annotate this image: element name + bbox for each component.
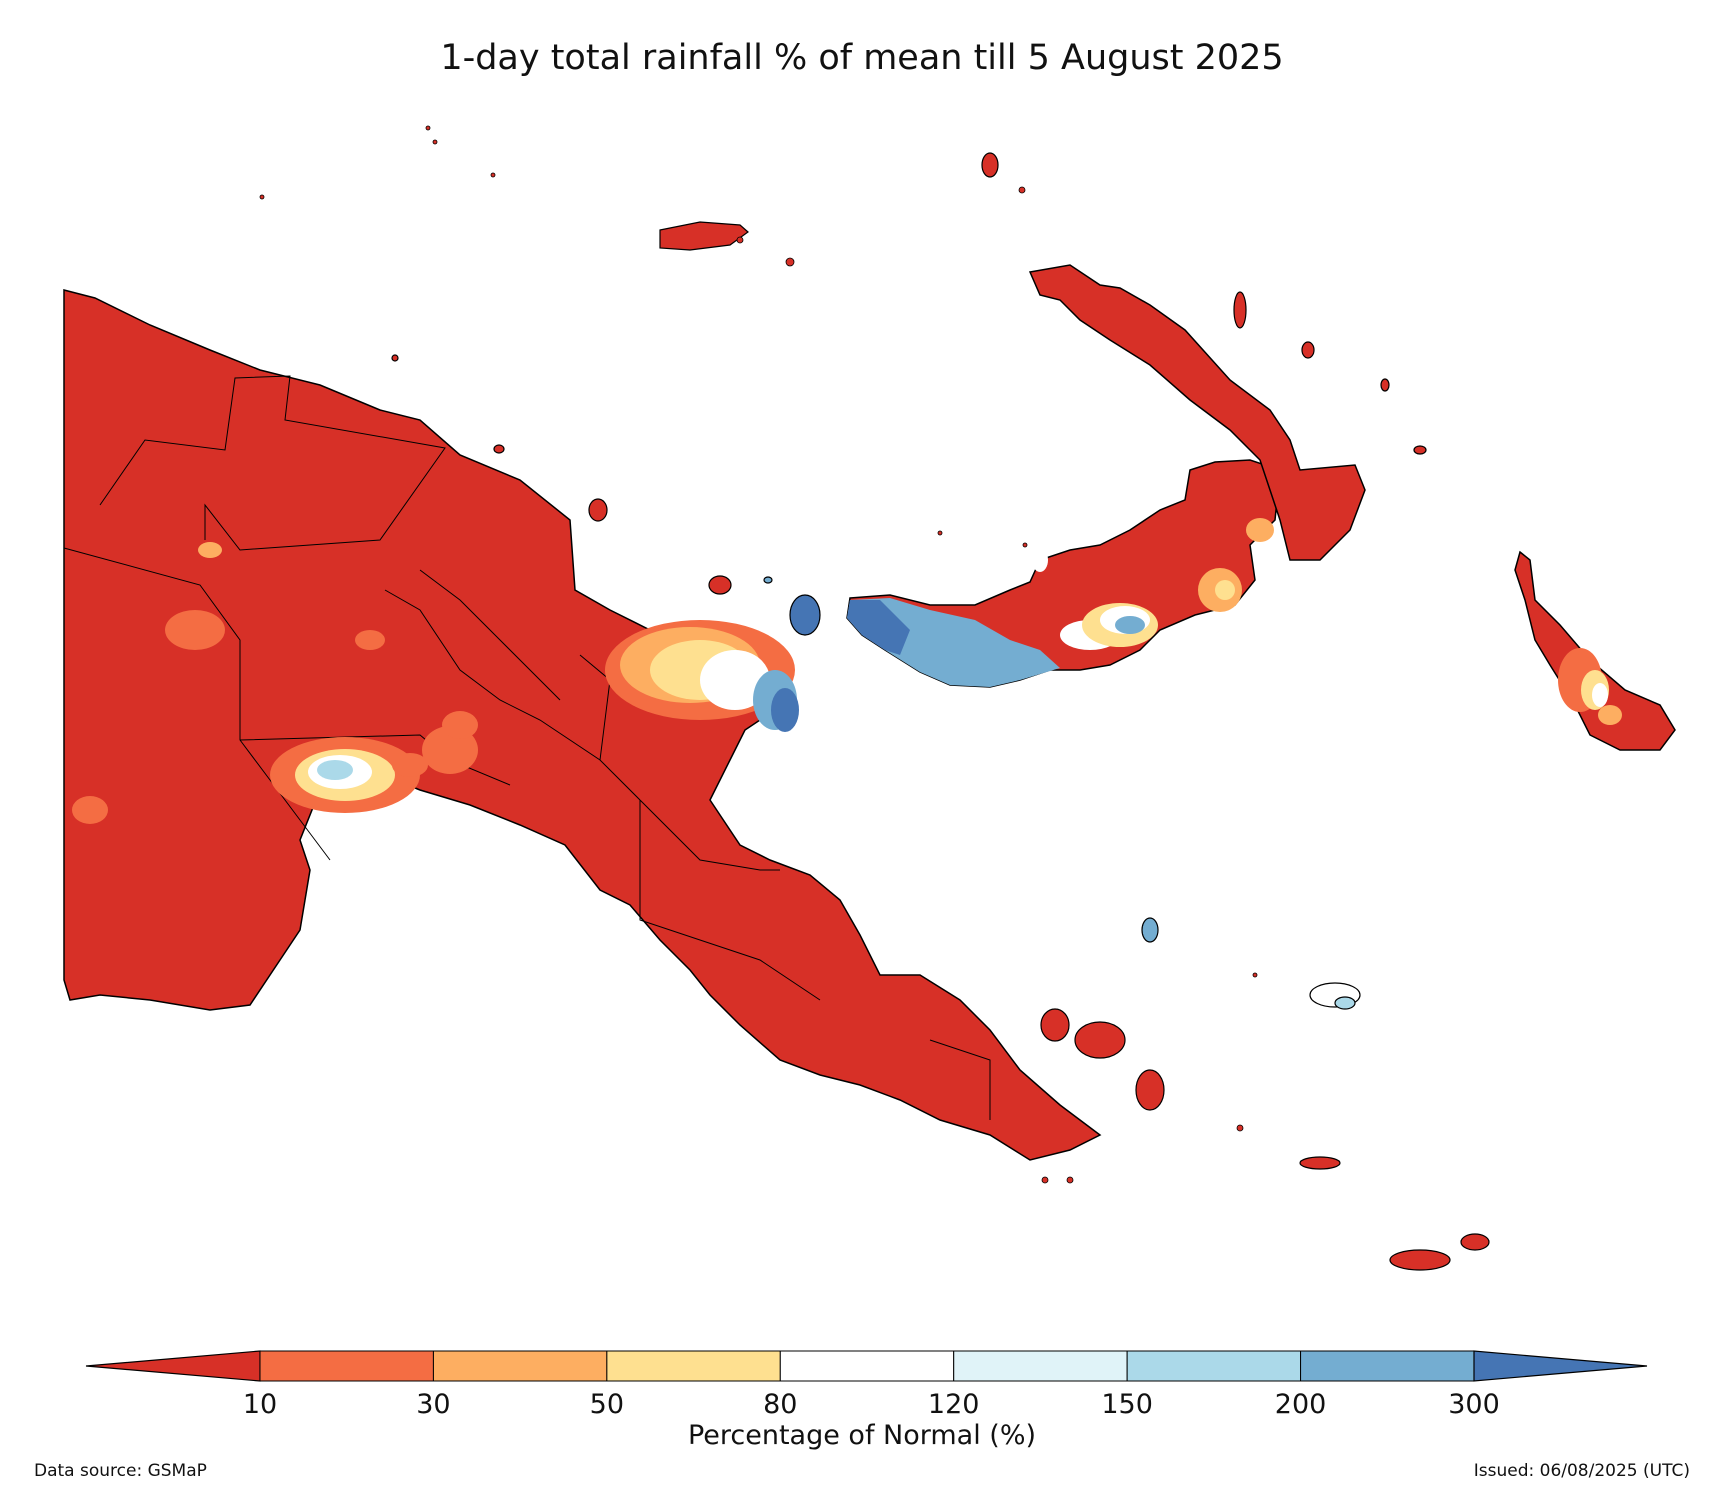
colorbar-segment-200-300: [1300, 1350, 1475, 1382]
bougainville-anomalies: [1558, 648, 1622, 725]
colorbar-extend-low: [85, 1350, 261, 1382]
mainland-anomalies: [72, 542, 799, 824]
colorbar-tick-label: 50: [589, 1389, 625, 1420]
colorbar-tick-label: 10: [242, 1389, 278, 1420]
colorbar-segment-150-200: [1126, 1350, 1302, 1382]
colorbar-tick-label: 80: [763, 1389, 798, 1420]
colorbar-segment-50-80: [606, 1350, 781, 1382]
colorbar-tick-label: 200: [1274, 1389, 1327, 1420]
map-title: 1-day total rainfall % of mean till 5 Au…: [440, 38, 1284, 78]
data-source-note: Data source: GSMaP: [34, 1461, 207, 1481]
province-boundaries: [63, 375, 991, 1120]
colorbar-segment-80-120: [779, 1350, 955, 1382]
colorbar-segment-30-50: [432, 1350, 608, 1382]
colorbar-segment-120-150: [953, 1350, 1128, 1382]
north-coast-islands: [391, 354, 821, 636]
colorbar-extend-high: [1473, 1350, 1648, 1382]
outlying-islands: [981, 152, 1490, 1271]
new-britain-anomalies: [847, 518, 1274, 687]
colorbar-segment-10-30: [259, 1350, 434, 1382]
colorbar-label: Percentage of Normal (%): [687, 1420, 1037, 1451]
colorbar-tick-label: 300: [1448, 1389, 1500, 1420]
colorbar-tick-label: 30: [416, 1389, 451, 1420]
colorbar-tick-label: 150: [1101, 1389, 1153, 1420]
colorbar-tick-label: 120: [927, 1389, 980, 1420]
mainland-png: [63, 289, 1102, 1161]
bougainville: [1514, 550, 1676, 751]
issued-date: Issued: 06/08/2025 (UTC): [1473, 1461, 1690, 1481]
new-ireland: [1028, 264, 1366, 561]
small-islets: [259, 125, 1258, 1184]
